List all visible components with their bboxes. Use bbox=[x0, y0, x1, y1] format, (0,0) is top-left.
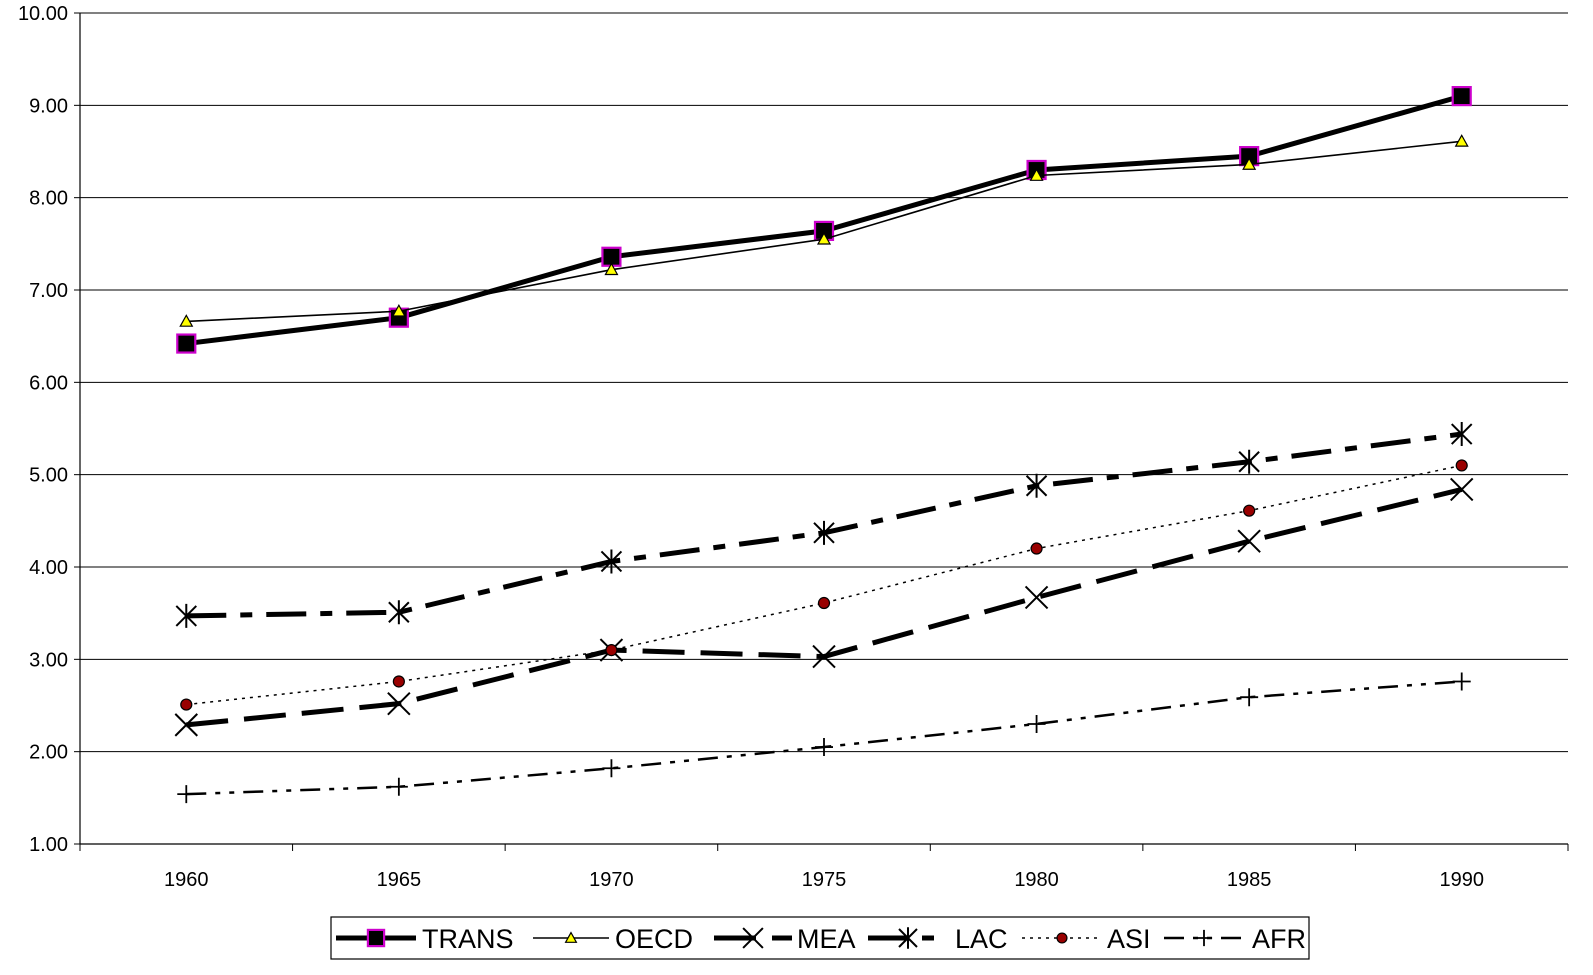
data-point bbox=[813, 520, 835, 545]
series-oecd bbox=[179, 134, 1469, 327]
legend-label: OECD bbox=[615, 924, 693, 954]
legend-label: LAC bbox=[955, 924, 1008, 954]
legend-entry-afr: AFR bbox=[1164, 924, 1306, 954]
data-point bbox=[602, 759, 621, 778]
data-point bbox=[1030, 542, 1043, 555]
series-layer bbox=[174, 85, 1474, 804]
x-tick-label: 1970 bbox=[589, 869, 634, 891]
x-tick-label: 1990 bbox=[1439, 869, 1484, 891]
data-point bbox=[179, 314, 194, 327]
data-point bbox=[1454, 134, 1469, 147]
y-tick-label: 10.00 bbox=[18, 3, 68, 25]
data-point bbox=[180, 698, 193, 711]
series-asi bbox=[180, 459, 1468, 711]
data-point bbox=[177, 785, 196, 804]
legend-entry-lac: LAC bbox=[868, 924, 1008, 954]
data-point bbox=[600, 549, 623, 574]
legend-label: TRANS bbox=[422, 924, 514, 954]
series-line bbox=[185, 93, 1463, 347]
legend-entry-oecd: OECD bbox=[533, 924, 693, 954]
y-tick-label: 9.00 bbox=[29, 95, 68, 117]
data-point bbox=[1242, 157, 1257, 170]
y-tick-label: 5.00 bbox=[29, 465, 68, 487]
data-point bbox=[174, 713, 198, 737]
legend-entry-asi: ASI bbox=[1022, 924, 1151, 954]
data-point bbox=[817, 596, 831, 610]
data-point bbox=[1455, 459, 1468, 472]
data-point bbox=[604, 262, 619, 276]
x-tick-label: 1965 bbox=[377, 869, 422, 891]
legend: TRANS OECD MEA LAC ASI AFR bbox=[330, 916, 1310, 960]
y-axis-tick-labels: 1.00 2.00 3.00 4.00 5.00 6.00 7.00 8.00 9.00 10.0… bbox=[18, 3, 68, 856]
data-point bbox=[1027, 714, 1046, 733]
data-point bbox=[1450, 477, 1474, 502]
data-point bbox=[1025, 473, 1048, 498]
data-point bbox=[1238, 449, 1260, 474]
data-point bbox=[391, 304, 406, 317]
data-point bbox=[812, 644, 836, 669]
series-line bbox=[186, 464, 1462, 706]
data-point bbox=[1451, 85, 1472, 107]
legend-swatch-marker bbox=[1056, 932, 1068, 944]
gridlines bbox=[80, 12, 1568, 845]
data-point bbox=[1240, 688, 1259, 707]
data-point bbox=[605, 643, 618, 657]
data-point bbox=[389, 777, 408, 796]
x-tick-label: 1975 bbox=[802, 869, 847, 891]
y-tick-label: 1.00 bbox=[29, 834, 68, 856]
data-point bbox=[388, 600, 410, 625]
x-tick-label: 1980 bbox=[1014, 869, 1059, 891]
legend-box bbox=[330, 916, 1310, 960]
legend-swatch-marker bbox=[564, 931, 578, 943]
x-tick-label: 1960 bbox=[164, 869, 209, 891]
data-point bbox=[1243, 504, 1256, 517]
legend-label: MEA bbox=[797, 924, 856, 954]
data-point bbox=[1029, 168, 1044, 181]
y-tick-label: 4.00 bbox=[29, 557, 68, 579]
legend-entry-trans: TRANS bbox=[336, 924, 514, 954]
legend-label: ASI bbox=[1107, 924, 1151, 954]
data-point bbox=[176, 333, 197, 354]
series-line bbox=[186, 680, 1462, 796]
legend-entry-mea: MEA bbox=[714, 924, 856, 954]
series-trans bbox=[176, 85, 1472, 354]
data-point bbox=[387, 691, 411, 716]
data-point bbox=[815, 738, 833, 757]
data-point bbox=[392, 675, 405, 688]
series-lac bbox=[175, 422, 1473, 628]
series-afr bbox=[177, 672, 1471, 804]
data-point bbox=[816, 231, 832, 245]
legend-swatch-marker bbox=[366, 928, 386, 948]
y-tick-label: 7.00 bbox=[29, 280, 68, 302]
x-tick-label: 1985 bbox=[1227, 869, 1272, 891]
legend-swatch-marker bbox=[742, 927, 764, 949]
data-point bbox=[1452, 672, 1471, 691]
y-tick-label: 3.00 bbox=[29, 649, 68, 671]
legend-swatch-marker bbox=[898, 927, 918, 949]
x-axis-tick-labels: 1960 1965 1970 1975 1980 1985 1990 bbox=[164, 869, 1484, 891]
legend-swatch-marker bbox=[1195, 929, 1213, 947]
y-tick-label: 6.00 bbox=[29, 372, 68, 394]
data-point bbox=[175, 603, 197, 628]
legend-label: AFR bbox=[1252, 924, 1306, 954]
axes bbox=[74, 12, 1569, 851]
data-point bbox=[1237, 529, 1261, 553]
series-mea bbox=[174, 477, 1474, 737]
data-point bbox=[1451, 422, 1473, 447]
data-point bbox=[1024, 585, 1049, 610]
y-tick-label: 8.00 bbox=[29, 188, 68, 210]
y-tick-label: 2.00 bbox=[29, 742, 68, 764]
